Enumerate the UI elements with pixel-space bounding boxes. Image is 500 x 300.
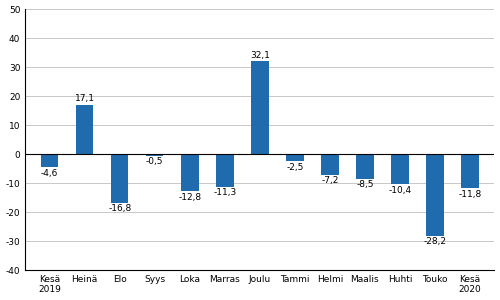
- Text: -0,5: -0,5: [146, 157, 164, 166]
- Bar: [461, 154, 478, 188]
- Text: -28,2: -28,2: [424, 237, 446, 246]
- Text: 32,1: 32,1: [250, 50, 270, 59]
- Bar: [426, 154, 444, 236]
- Text: -16,8: -16,8: [108, 204, 132, 213]
- Text: -10,4: -10,4: [388, 186, 411, 195]
- Bar: [146, 154, 164, 156]
- Bar: [41, 154, 58, 167]
- Text: -11,8: -11,8: [458, 190, 481, 199]
- Bar: [356, 154, 374, 179]
- Bar: [286, 154, 304, 161]
- Text: -4,6: -4,6: [41, 169, 58, 178]
- Text: 17,1: 17,1: [74, 94, 94, 103]
- Text: -12,8: -12,8: [178, 193, 202, 202]
- Text: -7,2: -7,2: [321, 176, 338, 185]
- Bar: [111, 154, 128, 203]
- Bar: [391, 154, 408, 184]
- Bar: [321, 154, 338, 175]
- Text: -11,3: -11,3: [213, 188, 236, 197]
- Text: -8,5: -8,5: [356, 180, 374, 189]
- Text: -2,5: -2,5: [286, 163, 304, 172]
- Bar: [216, 154, 234, 187]
- Bar: [251, 61, 268, 154]
- Bar: [76, 104, 94, 154]
- Bar: [181, 154, 198, 191]
